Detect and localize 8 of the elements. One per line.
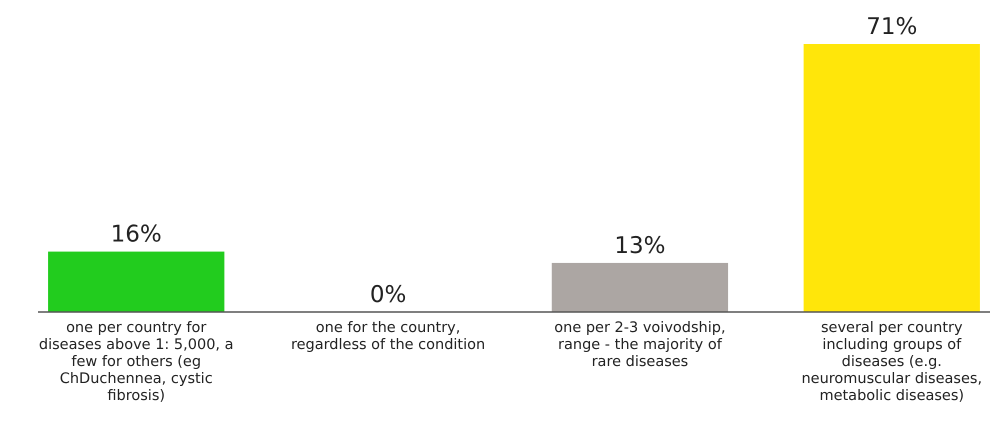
x-tick-label: one per country for diseases above 1: 5,000, a few for others (eg ChDuchennea, cystic fibrosis) [38,320,234,404]
data-label: 13% [614,232,666,259]
x-tick-label: several per country including groups of diseases (e.g. neuromuscular diseases, metabolic diseases) [801,320,982,404]
x-tick-label: one for the country, regardless of the condition [290,320,486,353]
x-tick-label: one per 2-3 voivodship, range - the majority of rare diseases [554,320,726,370]
data-label: 0% [370,282,406,308]
data-label: 16% [110,222,162,248]
data-label: 71% [866,14,918,40]
